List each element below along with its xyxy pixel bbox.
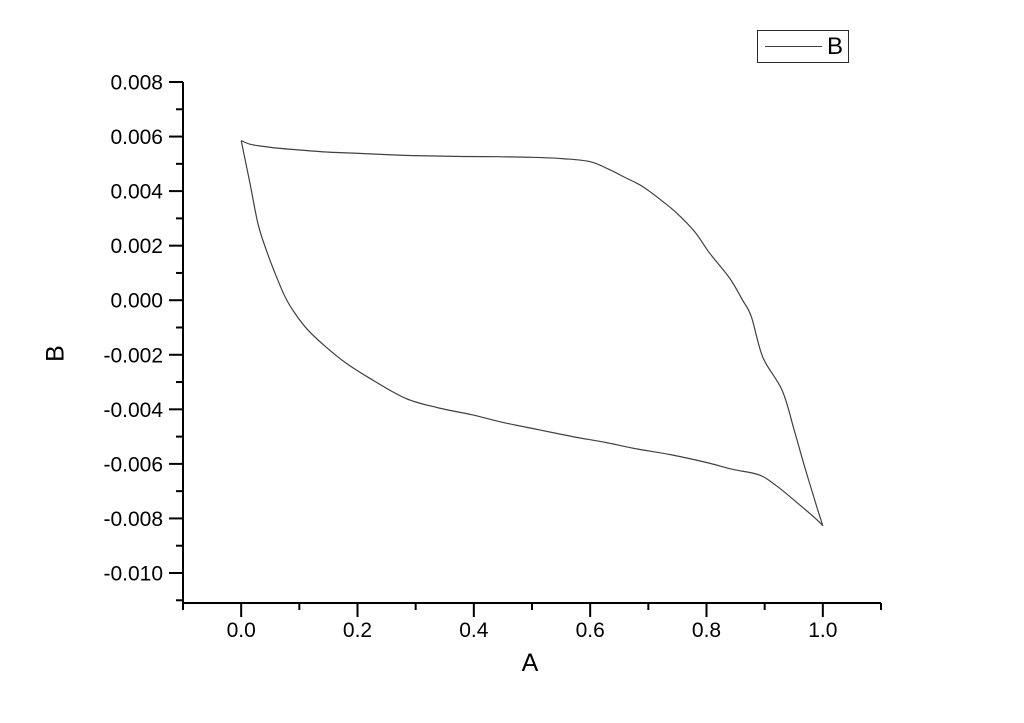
y-tick-label: 0.006 [110,126,163,149]
y-tick-label: 0.008 [110,72,163,95]
legend-box: B [757,30,849,63]
x-tick-label: 0.0 [227,619,256,642]
y-tick-label: -0.008 [103,508,163,531]
x-tick-label: 0.8 [692,619,721,642]
y-tick-label: 0.002 [110,235,163,258]
legend-line-sample-icon [765,46,822,47]
y-tick-label: 0.004 [110,181,163,204]
y-axis-title: B [41,345,70,362]
legend-series-label: B [826,32,843,60]
x-axis-title: A [521,649,539,677]
y-tick-label: -0.006 [103,453,163,476]
x-tick-label: 0.2 [343,619,372,642]
x-tick-label: 0.6 [576,619,605,642]
y-tick-label: -0.002 [103,344,163,367]
y-tick-label: -0.004 [103,399,163,422]
x-tick-label: 1.0 [808,619,837,642]
series-curve-return-branch [240,140,824,527]
y-tick-label: -0.010 [103,562,163,585]
x-tick-label: 0.4 [459,619,489,642]
y-tick-label: 0.000 [110,290,163,313]
series-curve-forward-branch [240,140,824,526]
